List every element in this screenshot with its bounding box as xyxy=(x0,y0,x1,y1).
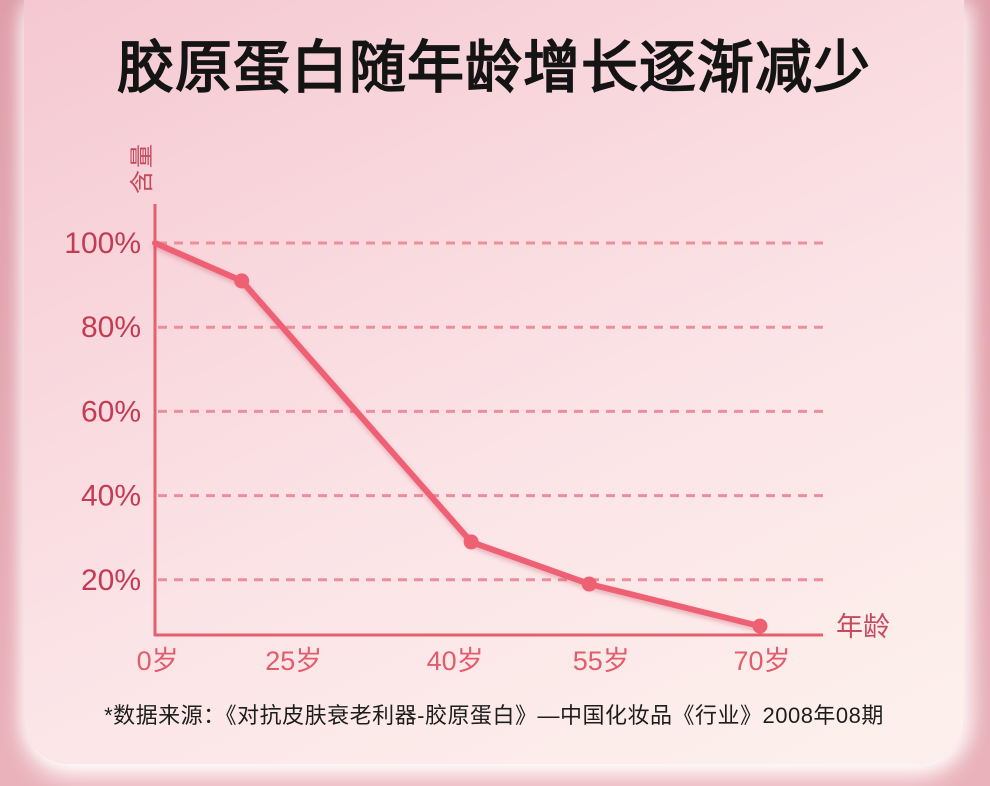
x-axis-title: 年龄 xyxy=(836,612,890,642)
data-point-marker xyxy=(234,273,250,289)
x-tick-label: 40岁 xyxy=(427,646,484,676)
y-tick-label: 100% xyxy=(64,227,141,260)
data-point-marker xyxy=(581,576,597,592)
x-tick-label: 0岁 xyxy=(137,646,179,676)
y-tick-label: 20% xyxy=(81,564,141,597)
series-line xyxy=(152,240,763,630)
source-note: *数据来源：《对抗皮肤衰老利器-胶原蛋白》—中国化妆品《行业》2008年08期 xyxy=(104,703,884,728)
content-card xyxy=(24,0,964,764)
y-tick-label: 40% xyxy=(81,480,141,513)
x-tick-label: 25岁 xyxy=(265,646,322,676)
y-tick-label: 60% xyxy=(81,395,141,428)
y-tick-label: 80% xyxy=(81,311,141,344)
y-axis-title: 含量 xyxy=(129,142,156,194)
x-tick-label: 70岁 xyxy=(733,646,790,676)
x-tick-label: 55岁 xyxy=(573,646,630,676)
data-point-marker xyxy=(752,618,768,634)
data-point-marker xyxy=(463,534,479,550)
page-title: 胶原蛋白随年龄增长逐渐减少 xyxy=(117,36,871,100)
